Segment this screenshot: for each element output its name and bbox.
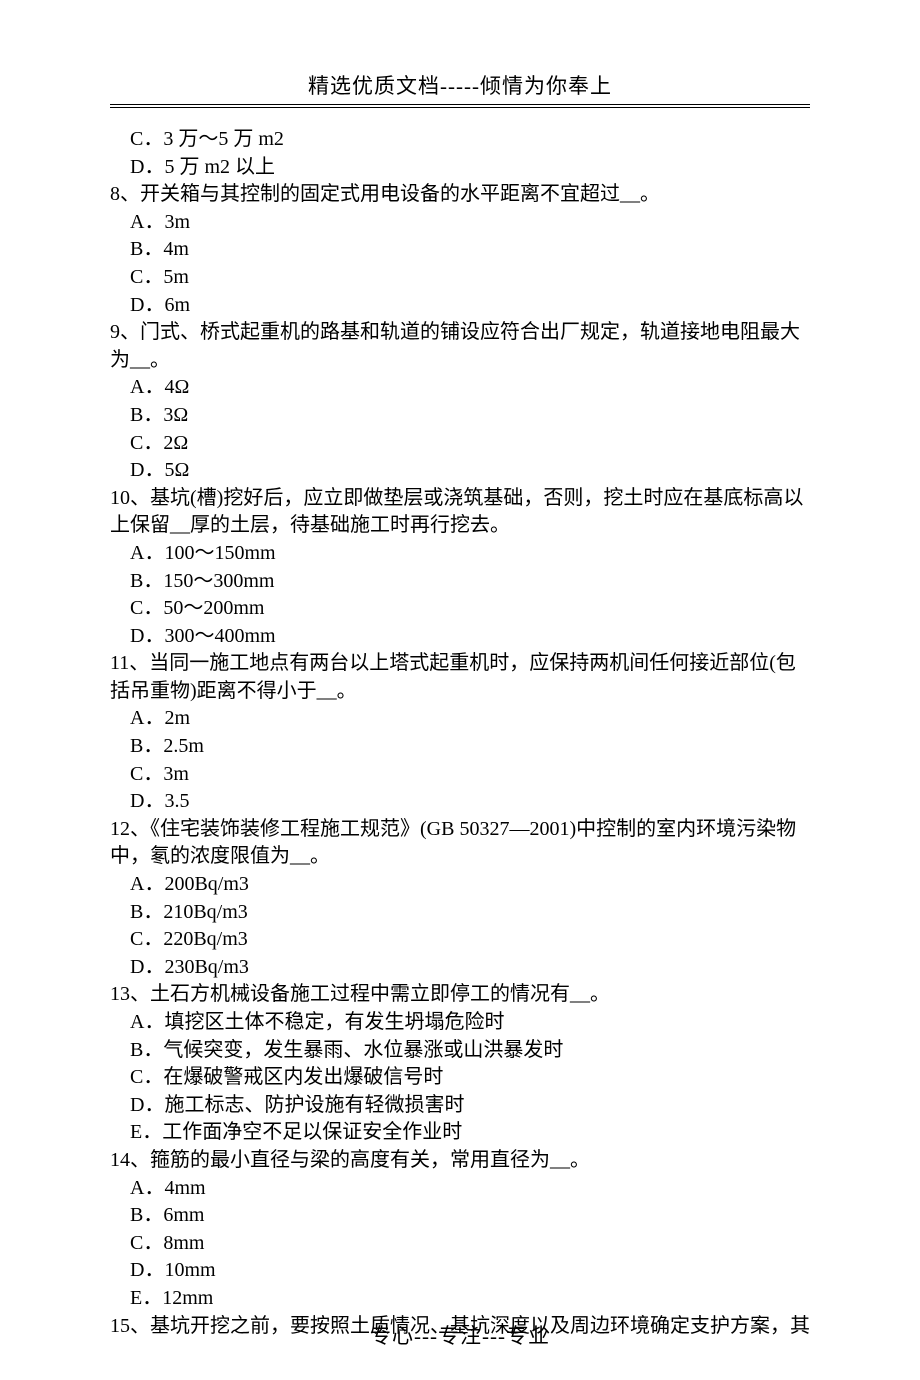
q8-choice-c: C．5m [110, 264, 810, 292]
q9-text: 9、门式、桥式起重机的路基和轨道的铺设应符合出厂规定，轨道接地电阻最大为__。 [110, 319, 810, 374]
q13-choice-e: E．工作面净空不足以保证安全作业时 [110, 1119, 810, 1147]
q9-choice-b: B．3Ω [110, 402, 810, 430]
q14-choice-d: D．10mm [110, 1257, 810, 1285]
q10-choice-a: A．100～150mm [110, 540, 810, 568]
header-rule-bottom [110, 107, 810, 108]
q13-text: 13、土石方机械设备施工过程中需立即停工的情况有__。 [110, 981, 810, 1009]
page-footer: 专心---专注---专业 [0, 1320, 920, 1350]
q13-choice-a: A．填挖区土体不稳定，有发生坍塌危险时 [110, 1009, 810, 1037]
q7-choice-c: C．3 万～5 万 m2 [110, 126, 810, 154]
q11-choice-d: D．3.5 [110, 788, 810, 816]
q14-text: 14、箍筋的最小直径与梁的高度有关，常用直径为__。 [110, 1147, 810, 1175]
q8-text: 8、开关箱与其控制的固定式用电设备的水平距离不宜超过__。 [110, 181, 810, 209]
q12-text: 12、《住宅装饰装修工程施工规范》(GB 50327—2001)中控制的室内环境… [110, 816, 810, 871]
q9-choice-c: C．2Ω [110, 430, 810, 458]
q12-choice-b: B．210Bq/m3 [110, 899, 810, 927]
q11-choice-c: C．3m [110, 761, 810, 789]
q8-choice-a: A．3m [110, 209, 810, 237]
q11-text: 11、当同一施工地点有两台以上塔式起重机时，应保持两机间任何接近部位(包括吊重物… [110, 650, 810, 705]
q11-choice-a: A．2m [110, 705, 810, 733]
q13-choice-d: D．施工标志、防护设施有轻微损害时 [110, 1092, 810, 1120]
page: 精选优质文档-----倾情为你奉上 C．3 万～5 万 m2 D．5 万 m2 … [0, 0, 920, 1380]
q9-choice-a: A．4Ω [110, 374, 810, 402]
content-body: C．3 万～5 万 m2 D．5 万 m2 以上 8、开关箱与其控制的固定式用电… [110, 126, 810, 1340]
header-rule-top [110, 104, 810, 105]
q14-choice-b: B．6mm [110, 1202, 810, 1230]
q8-choice-d: D．6m [110, 292, 810, 320]
q10-choice-c: C．50～200mm [110, 595, 810, 623]
q13-choice-b: B．气候突变，发生暴雨、水位暴涨或山洪暴发时 [110, 1037, 810, 1065]
q11-choice-b: B．2.5m [110, 733, 810, 761]
q14-choice-c: C．8mm [110, 1230, 810, 1258]
q9-choice-d: D．5Ω [110, 457, 810, 485]
q10-text: 10、基坑(槽)挖好后，应立即做垫层或浇筑基础，否则，挖土时应在基底标高以上保留… [110, 485, 810, 540]
q13-choice-c: C．在爆破警戒区内发出爆破信号时 [110, 1064, 810, 1092]
q12-choice-d: D．230Bq/m3 [110, 954, 810, 982]
q7-choice-d: D．5 万 m2 以上 [110, 154, 810, 182]
page-header: 精选优质文档-----倾情为你奉上 [110, 70, 810, 100]
q14-choice-a: A．4mm [110, 1175, 810, 1203]
q12-choice-c: C．220Bq/m3 [110, 926, 810, 954]
q10-choice-b: B．150～300mm [110, 568, 810, 596]
q8-choice-b: B．4m [110, 236, 810, 264]
q10-choice-d: D．300～400mm [110, 623, 810, 651]
q12-choice-a: A．200Bq/m3 [110, 871, 810, 899]
q14-choice-e: E．12mm [110, 1285, 810, 1313]
